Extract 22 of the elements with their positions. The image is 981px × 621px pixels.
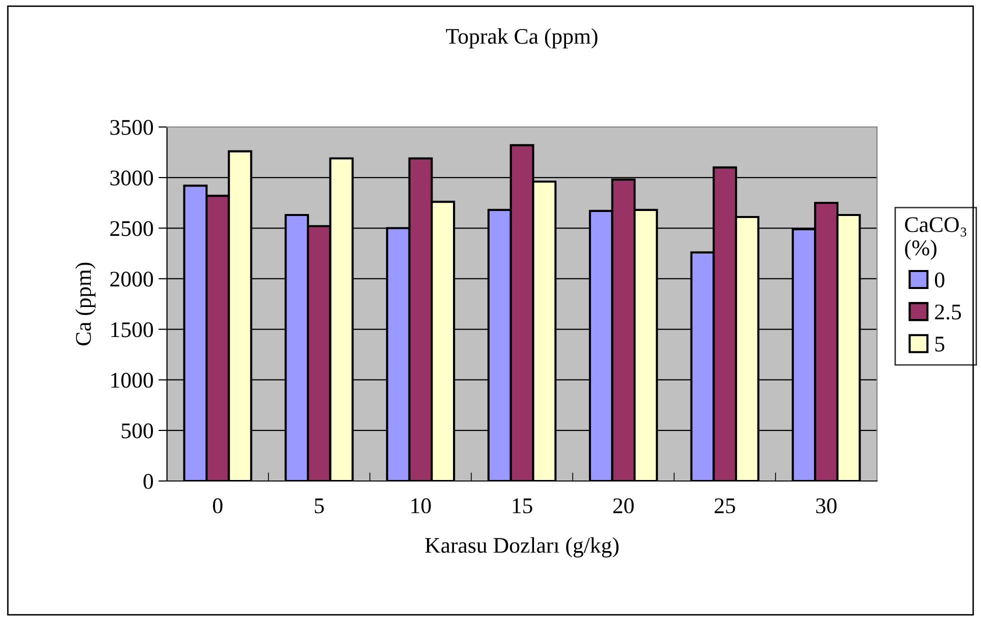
y-tick-label: 2000 xyxy=(110,272,153,287)
y-tick-label: 3500 xyxy=(110,120,153,135)
legend-title: CaCO₃ (%) xyxy=(905,217,966,260)
legend-label: 2.5 xyxy=(935,304,961,320)
legend-label: 0 xyxy=(934,272,944,288)
x-tick-label: 15 xyxy=(512,498,532,514)
x-tick-label: 30 xyxy=(816,498,837,514)
y-axis-title: Ca (ppm) xyxy=(75,262,96,346)
x-tick-label: 20 xyxy=(613,498,634,514)
x-tick-label: 10 xyxy=(411,498,431,514)
y-tick-label: 500 xyxy=(122,423,153,438)
y-tick-label: 1500 xyxy=(111,322,153,338)
y-tick-label: 0 xyxy=(144,474,153,489)
y-tick-label: 1000 xyxy=(111,372,153,388)
x-tick-label: 25 xyxy=(714,498,736,514)
x-tick-label: 5 xyxy=(314,498,324,514)
y-tick-label: 3000 xyxy=(110,170,153,186)
x-tick-label: 0 xyxy=(213,498,222,514)
x-axis-title: Karasu Dozları (g/kg) xyxy=(425,537,619,558)
legend-label: 5 xyxy=(935,336,944,352)
y-tick-label: 2500 xyxy=(110,221,153,236)
chart-title: Toprak Ca (ppm) xyxy=(446,28,598,48)
